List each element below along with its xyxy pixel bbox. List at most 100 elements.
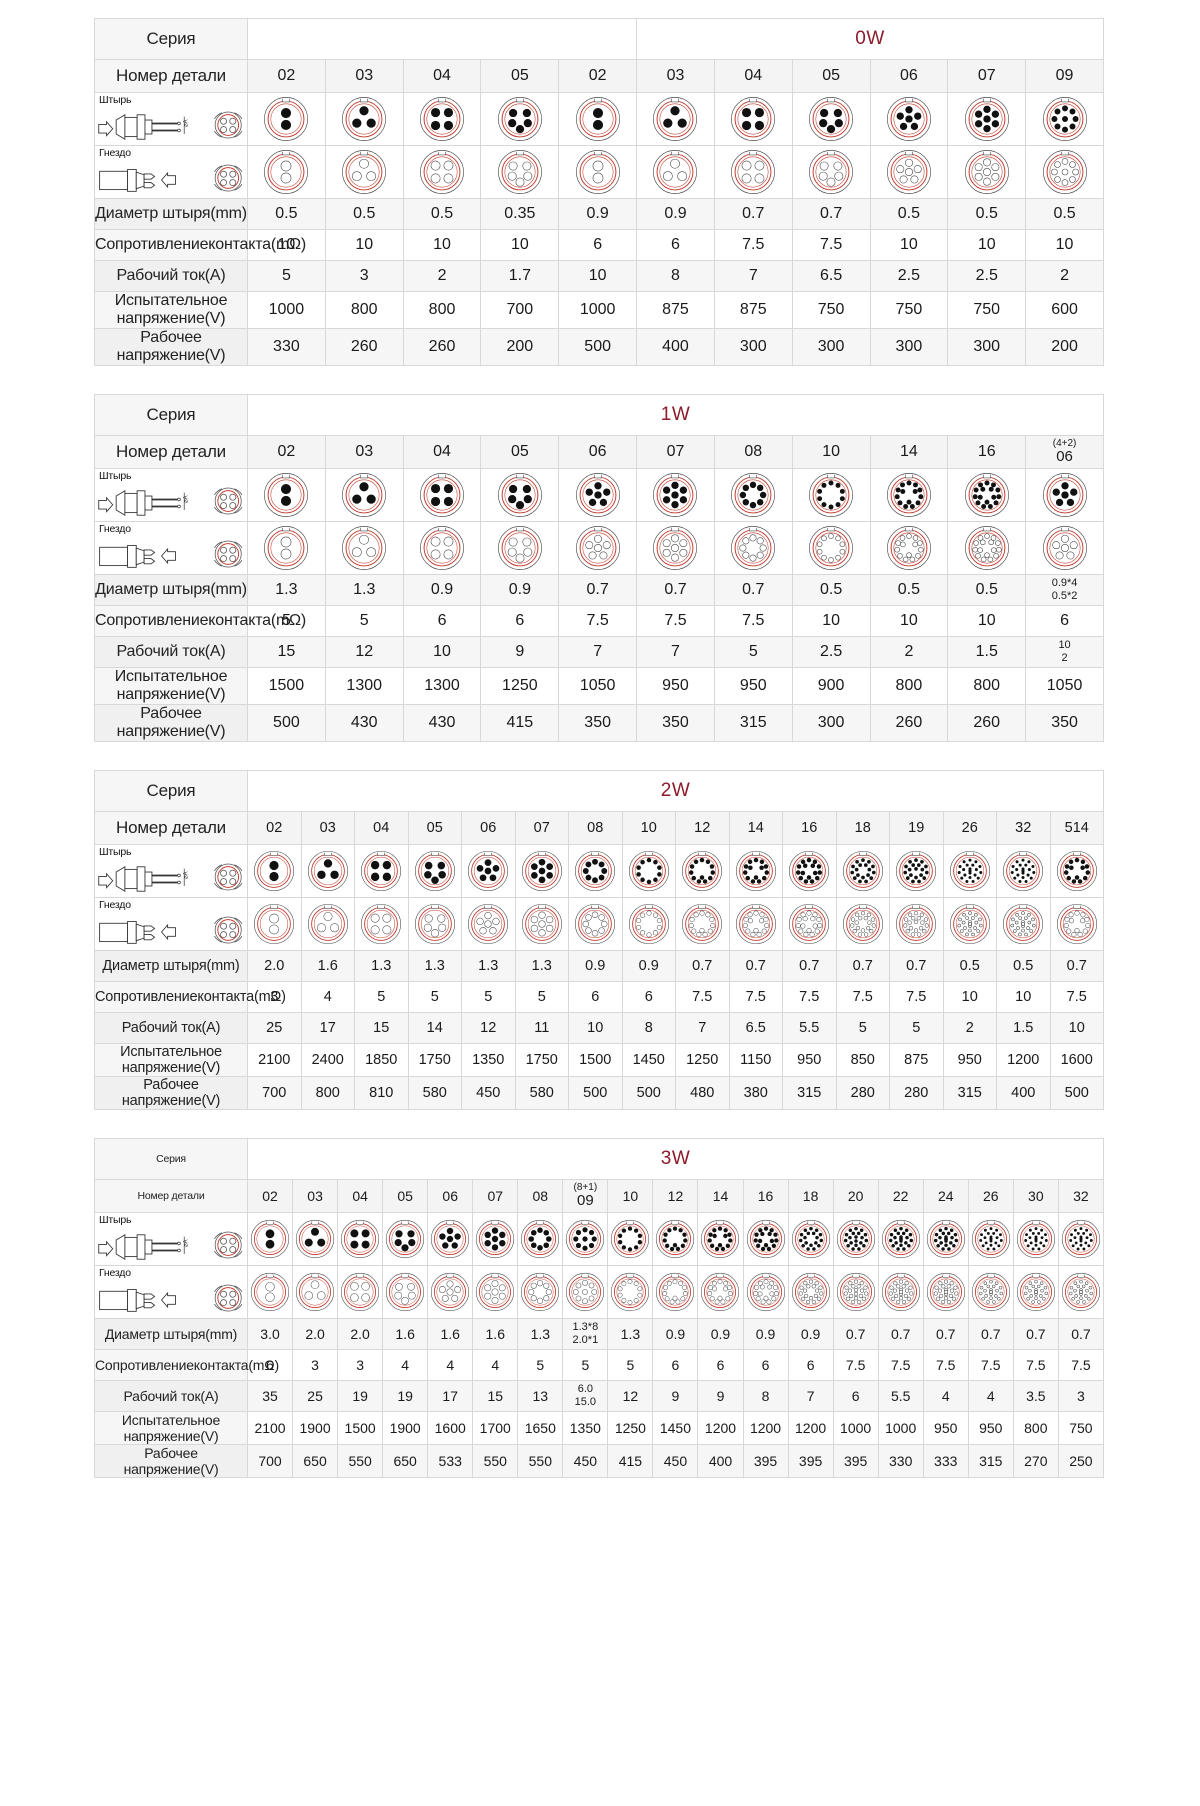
data-cell: 950	[942, 1043, 997, 1077]
data-cell: 800	[869, 667, 949, 705]
part-number-cell[interactable]: 14	[697, 1179, 744, 1213]
part-number-cell[interactable]: (8+1) 09	[562, 1179, 609, 1213]
part-number-cell[interactable]: 16	[742, 1179, 789, 1213]
part-number-cell[interactable]: 12	[675, 811, 730, 845]
data-cell: 800	[402, 291, 482, 329]
part-number-cell[interactable]: 02	[247, 59, 326, 93]
data-row-contact-resistance: Сопротивлениеконтакта(mΩ) 5 5 6 6 7.5 7.5 7.5 10…	[94, 605, 1104, 637]
part-number-cell[interactable]: 20	[832, 1179, 879, 1213]
part-number-cell[interactable]: 03	[292, 1179, 339, 1213]
row-label: Рабочее напряжение(V)	[94, 704, 248, 742]
part-number-cell[interactable]: 07	[472, 1179, 519, 1213]
data-cell: 12	[607, 1380, 654, 1412]
part-number-cell[interactable]: 08	[568, 811, 623, 845]
part-number-cell[interactable]: 16	[947, 435, 1027, 469]
part-number-cell[interactable]: 32	[996, 811, 1051, 845]
data-cell: 580	[514, 1076, 569, 1110]
row-label: Сопротивлениеконтакта(mΩ)	[94, 981, 286, 1013]
part-number-cell[interactable]: 10	[607, 1179, 654, 1213]
pin-face-cell	[337, 1212, 384, 1266]
part-number-cell[interactable]: 03	[636, 59, 715, 93]
connector-keying-detail-icon	[213, 164, 242, 192]
data-cell: 0.7	[832, 1318, 879, 1350]
part-number-cell[interactable]: 10	[621, 811, 676, 845]
part-number-cell[interactable]: 06	[558, 435, 638, 469]
part-number-cell[interactable]: 14	[869, 435, 949, 469]
part-number-cell[interactable]: 10	[791, 435, 871, 469]
part-number-cell[interactable]: 02	[558, 59, 638, 93]
part-number-cell[interactable]: 05	[407, 811, 462, 845]
part-number-cell[interactable]: 07	[636, 435, 715, 469]
part-number-cell[interactable]: 14	[728, 811, 783, 845]
part-number-cell[interactable]: 08	[713, 435, 793, 469]
part-number-cell[interactable]: 26	[967, 1179, 1014, 1213]
pin-face-cell	[889, 844, 944, 898]
part-number-cell[interactable]: 08	[517, 1179, 564, 1213]
connector-face-pin-16	[746, 1219, 785, 1259]
part-number-cell[interactable]: 07	[514, 811, 569, 845]
part-number-cell[interactable]: 04	[713, 59, 793, 93]
part-number-cell[interactable]: 05	[480, 59, 560, 93]
data-cell: 200	[1025, 328, 1104, 366]
part-number-cell[interactable]: 18	[787, 1179, 834, 1213]
data-row-working-current: Рабочий ток(A) 15 12 10 9 7 7 5 2.5 2 1.5 10 2	[94, 636, 1104, 668]
part-number-cell[interactable]: 32	[1057, 1179, 1105, 1213]
part-number-cell[interactable]: 05	[791, 59, 871, 93]
part-number-cell[interactable]: 24	[922, 1179, 969, 1213]
part-number-cell[interactable]: 03	[324, 435, 404, 469]
part-number-cell[interactable]: 18	[835, 811, 890, 845]
part-number-cell[interactable]: 22	[877, 1179, 924, 1213]
part-number-cell[interactable]: 03	[324, 59, 404, 93]
data-cell: 395	[787, 1444, 834, 1478]
connector-face-socket-7	[653, 526, 698, 570]
part-number-cell[interactable]: 12	[652, 1179, 699, 1213]
data-cell: 8	[621, 1012, 676, 1044]
data-cell: 395	[832, 1444, 879, 1478]
socket-face-cell	[324, 145, 404, 199]
data-cell: 1000	[558, 291, 638, 329]
part-number-cell[interactable]: (4+2) 06	[1025, 435, 1104, 469]
part-number-cell[interactable]: 19	[889, 811, 944, 845]
part-number-cell[interactable]: 06	[427, 1179, 474, 1213]
connector-face-socket-3	[342, 150, 387, 194]
data-cell: 1.7	[480, 260, 560, 292]
part-number-cell[interactable]: 04	[354, 811, 409, 845]
part-number-cell[interactable]: 02	[246, 1179, 294, 1213]
data-cell: 395	[742, 1444, 789, 1478]
part-number-cell[interactable]: 07	[947, 59, 1027, 93]
part-number-cell[interactable]: 04	[337, 1179, 384, 1213]
pin-row-label: Штырь	[99, 846, 132, 858]
socket-face-cell	[947, 521, 1027, 575]
part-number-cell[interactable]: 06	[461, 811, 516, 845]
connector-face-pin-7	[476, 1219, 515, 1259]
part-number-cell[interactable]: 26	[942, 811, 997, 845]
connector-face-socket-8	[575, 903, 616, 945]
row-label: Рабочий ток(A)	[94, 1380, 248, 1412]
part-number-cell[interactable]: 04	[402, 59, 482, 93]
part-number-cell[interactable]: 04	[402, 435, 482, 469]
data-cell: 1200	[742, 1411, 789, 1445]
part-number-cell[interactable]: 06	[869, 59, 949, 93]
part-number-cell[interactable]: 05	[382, 1179, 429, 1213]
connector-face-socket-14	[1056, 903, 1097, 945]
part-number-cell[interactable]: 30	[1012, 1179, 1059, 1213]
socket-face-cell	[292, 1265, 339, 1319]
part-number-cell[interactable]: 09	[1025, 59, 1104, 93]
socket-face-cell	[869, 521, 949, 575]
part-number-cell[interactable]: 02	[247, 435, 326, 469]
part-number-cell[interactable]: 16	[782, 811, 837, 845]
spec-table-2w: Серия 2W Номер детали 02 03 04 05 06 07 08 10 12 14 1…	[94, 770, 1104, 1110]
data-cell: 0.7	[636, 574, 715, 606]
connector-face-socket-32	[1003, 903, 1044, 945]
series-row: Серия 2W	[94, 770, 1104, 812]
data-cell: 875	[713, 291, 793, 329]
connector-keying-detail-icon	[213, 487, 242, 515]
part-number-cell[interactable]: 05	[480, 435, 560, 469]
part-number-cell[interactable]: 02	[247, 811, 302, 845]
data-cell: 1.6	[382, 1318, 429, 1350]
part-number-cell[interactable]: 03	[300, 811, 355, 845]
part-number-cell[interactable]: 514	[1049, 811, 1104, 845]
series-label: Серия	[94, 18, 248, 60]
pin-face-cell	[247, 468, 326, 522]
data-cell: 7.5	[967, 1349, 1014, 1381]
